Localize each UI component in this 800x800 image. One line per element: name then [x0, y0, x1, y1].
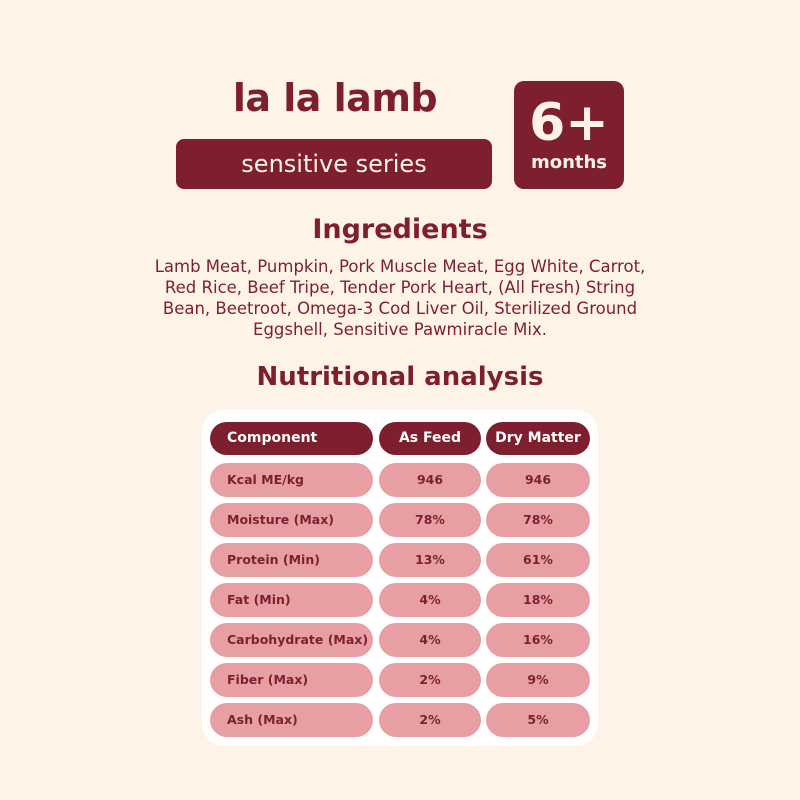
- nutrition-table: Component As Feed Dry Matter Kcal ME/kg …: [202, 410, 598, 746]
- dry-matter-cell: 78%: [486, 503, 590, 537]
- series-badge: sensitive series: [176, 139, 492, 189]
- header-dry-matter: Dry Matter: [486, 422, 590, 455]
- component-cell: Carbohydrate (Max): [210, 623, 373, 657]
- component-cell: Moisture (Max): [210, 503, 373, 537]
- age-badge: 6+ months: [514, 81, 624, 189]
- dry-matter-cell: 61%: [486, 543, 590, 577]
- component-cell: Fat (Min): [210, 583, 373, 617]
- age-value: 6+: [529, 93, 609, 153]
- dry-matter-cell: 16%: [486, 623, 590, 657]
- dry-matter-cell: 9%: [486, 663, 590, 697]
- dry-matter-cell: 18%: [486, 583, 590, 617]
- header-component: Component: [210, 422, 373, 455]
- dry-matter-cell: 5%: [486, 703, 590, 737]
- ingredients-text: Lamb Meat, Pumpkin, Pork Muscle Meat, Eg…: [154, 257, 646, 339]
- as-feed-cell: 4%: [379, 583, 481, 617]
- header-as-feed: As Feed: [379, 422, 481, 455]
- component-cell: Kcal ME/kg: [210, 463, 373, 497]
- as-feed-cell: 946: [379, 463, 481, 497]
- age-unit: months: [530, 152, 608, 173]
- component-cell: Fiber (Max): [210, 663, 373, 697]
- component-cell: Ash (Max): [210, 703, 373, 737]
- as-feed-cell: 2%: [379, 703, 481, 737]
- as-feed-cell: 2%: [379, 663, 481, 697]
- as-feed-cell: 13%: [379, 543, 481, 577]
- as-feed-cell: 4%: [379, 623, 481, 657]
- as-feed-cell: 78%: [379, 503, 481, 537]
- ingredients-title: Ingredients: [312, 214, 488, 245]
- product-name: la la lamb: [232, 76, 438, 120]
- nutrition-title: Nutritional analysis: [256, 362, 544, 392]
- component-cell: Protein (Min): [210, 543, 373, 577]
- dry-matter-cell: 946: [486, 463, 590, 497]
